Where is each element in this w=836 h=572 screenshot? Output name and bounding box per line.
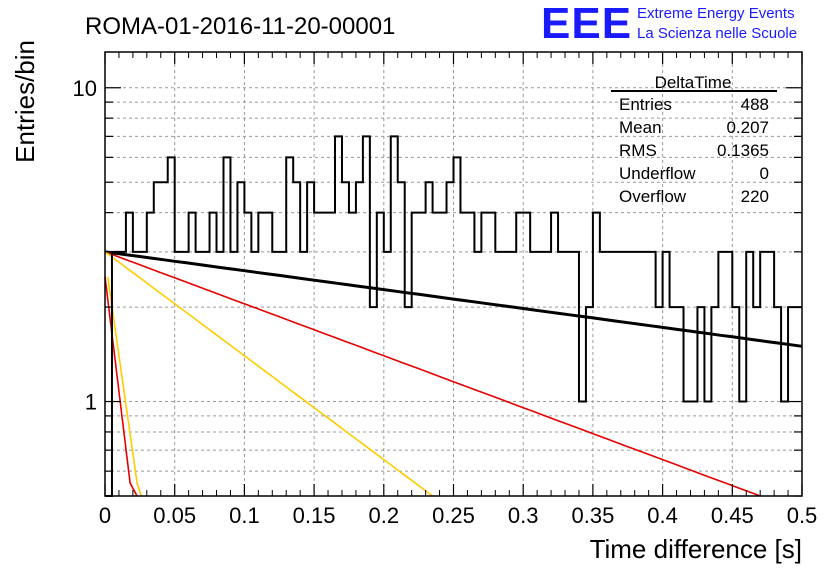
stats-box: DeltaTime Entries 488 Mean 0.207 RMS 0.1365 Un… <box>611 73 777 206</box>
fit-curve <box>107 276 142 497</box>
x-tick-label: 0.5 <box>787 503 818 528</box>
x-tick-label: 0.35 <box>571 503 614 528</box>
x-tick-label: 0.3 <box>508 503 539 528</box>
stats-label: RMS <box>619 141 657 160</box>
logo-mark: EEE <box>541 0 632 48</box>
grid <box>105 52 802 496</box>
logo-line-1: Extreme Energy Events <box>637 5 795 22</box>
stats-value: 0.207 <box>726 118 769 137</box>
x-tick-label: 0.4 <box>647 503 678 528</box>
stats-value: 220 <box>741 187 769 206</box>
x-tick-label: 0.05 <box>153 503 196 528</box>
x-tick-label: 0.25 <box>432 503 475 528</box>
x-tick-label: 0.2 <box>369 503 400 528</box>
stats-label: Entries <box>619 95 672 114</box>
stats-label: Underflow <box>619 164 696 183</box>
x-axis-label: Time difference [s] <box>590 534 802 564</box>
fit-curve <box>104 250 803 348</box>
stats-value: 0.1365 <box>717 141 769 160</box>
y-axis-label: Entries/bin <box>10 40 40 163</box>
stats-title: DeltaTime <box>655 73 732 92</box>
x-axis-ticks: 0 0.05 0.1 0.15 0.2 0.25 0.3 0.35 0.4 0.45 0.5 <box>99 52 817 528</box>
x-tick-label: 0.45 <box>711 503 754 528</box>
fit-curve <box>104 251 434 497</box>
y-tick-label: 1 <box>85 390 97 415</box>
stats-value: 0 <box>760 164 769 183</box>
y-tick-label: 10 <box>73 76 97 101</box>
fit-curve <box>104 251 761 497</box>
histogram <box>105 135 802 497</box>
fit-curves <box>104 250 803 497</box>
fit-curve <box>104 276 138 497</box>
chart-title: ROMA-01-2016-11-20-00001 <box>85 13 395 40</box>
stats-label: Overflow <box>619 187 687 206</box>
stats-value: 488 <box>741 95 769 114</box>
logo-line-2: La Scienza nelle Scuole <box>637 25 797 42</box>
y-axis-ticks: 1 10 <box>73 76 802 497</box>
x-tick-label: 0.15 <box>293 503 336 528</box>
stats-rows: Entries 488 Mean 0.207 RMS 0.1365 Underflow 0 Ov… <box>619 95 769 206</box>
x-tick-label: 0.1 <box>229 503 260 528</box>
x-tick-label: 0 <box>99 503 111 528</box>
logo: EEE Extreme Energy Events La Scienza nel… <box>541 0 797 48</box>
stats-label: Mean <box>619 118 662 137</box>
histogram-outline <box>105 135 802 497</box>
